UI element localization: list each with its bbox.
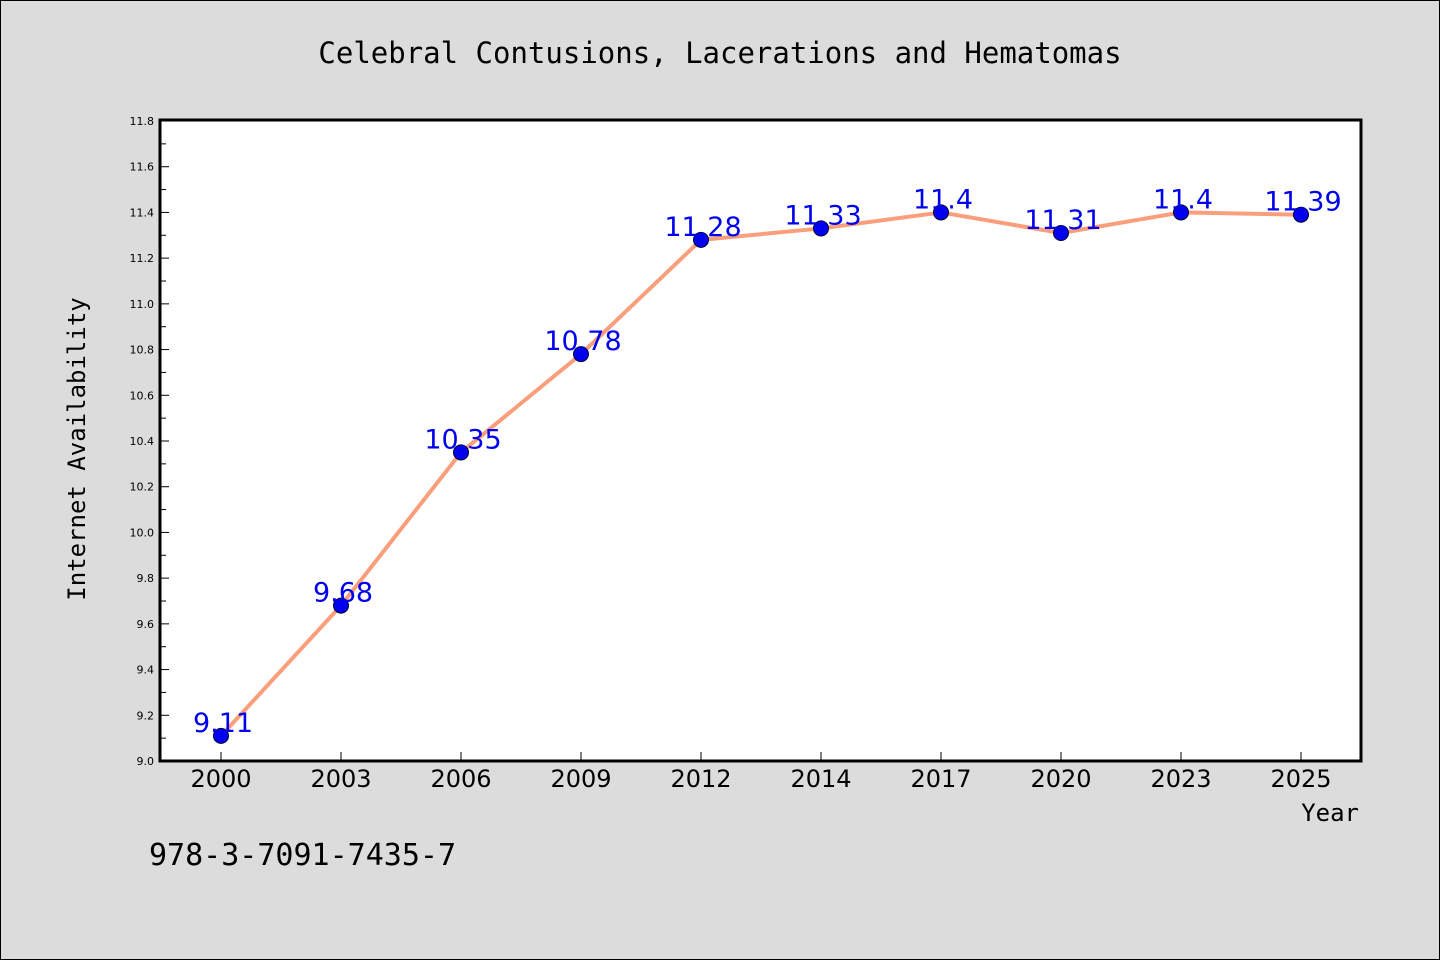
data-label: 11.39	[1264, 187, 1341, 218]
y-tick-label: 10.4	[130, 435, 155, 448]
data-label: 11.31	[1024, 205, 1101, 236]
y-tick-label: 9.0	[137, 755, 155, 768]
y-tick-label: 11.8	[130, 115, 155, 128]
x-tick-label: 2025	[1270, 765, 1331, 793]
plot-area	[160, 120, 1361, 761]
y-tick-label: 11.6	[130, 161, 155, 174]
data-point-marker	[933, 204, 949, 221]
x-axis: 2000 2003 2006 2009 2012 2014 2017 2020 2023 2025	[190, 752, 1332, 793]
y-tick-label: 9.2	[137, 709, 155, 722]
data-label: 10.78	[544, 326, 621, 357]
y-axis: 9.0 9.2 9.4 9.6 9.8 10.0 10.2 10.4 10.6 10.8 11.0 1…	[130, 115, 169, 768]
data-point-marker	[213, 727, 229, 744]
y-tick-label: 9.6	[137, 618, 155, 631]
series-line-group	[213, 204, 1309, 744]
data-label: 10.35	[424, 424, 501, 455]
data-label: 9.68	[313, 578, 373, 609]
data-label: 11.33	[784, 200, 861, 231]
y-tick-label: 9.4	[137, 664, 155, 677]
x-tick-label: 2009	[550, 765, 611, 793]
data-labels-group: 9.11 9.68 10.35 10.78 11.28 11.33 11.4 11.31 11.…	[193, 184, 1342, 738]
x-tick-label: 2012	[670, 765, 731, 793]
x-axis-label: Year	[1301, 799, 1359, 827]
data-point-marker	[1173, 204, 1189, 221]
data-label: 11.4	[913, 184, 973, 215]
y-tick-label: 10.2	[130, 481, 155, 494]
plot-frame	[158, 118, 1363, 763]
data-label: 11.4	[1153, 184, 1213, 215]
data-point-marker	[453, 444, 469, 461]
y-tick-label: 10.0	[130, 526, 155, 539]
x-tick-label: 2020	[1030, 765, 1091, 793]
x-tick-label: 2017	[910, 765, 971, 793]
x-tick-label: 2003	[310, 765, 371, 793]
y-tick-label: 11.0	[130, 298, 155, 311]
data-point-marker	[573, 346, 589, 363]
data-point-marker	[333, 597, 349, 614]
y-tick-label: 10.6	[130, 389, 155, 402]
y-tick-label: 11.2	[130, 252, 155, 265]
chart-title: Celebral Contusions, Lacerations and Hem…	[318, 36, 1121, 70]
x-tick-label: 2000	[190, 765, 251, 793]
data-point-marker	[693, 231, 709, 248]
data-point-marker	[813, 220, 829, 237]
data-point-marker	[1053, 225, 1069, 241]
data-label: 11.28	[664, 212, 741, 243]
data-point-marker	[1293, 206, 1309, 223]
footnote-isbn: 978-3-7091-7435-7	[149, 838, 456, 873]
x-tick-label: 2006	[430, 765, 491, 793]
series-line	[219, 210, 1303, 738]
x-tick-label: 2014	[790, 765, 851, 793]
y-tick-label: 11.4	[130, 206, 155, 219]
y-tick-label: 9.8	[137, 572, 155, 585]
y-tick-label: 10.8	[130, 344, 155, 357]
x-tick-label: 2023	[1150, 765, 1211, 793]
y-axis-label: Internet Availability	[63, 297, 91, 600]
data-label: 9.11	[193, 708, 253, 739]
